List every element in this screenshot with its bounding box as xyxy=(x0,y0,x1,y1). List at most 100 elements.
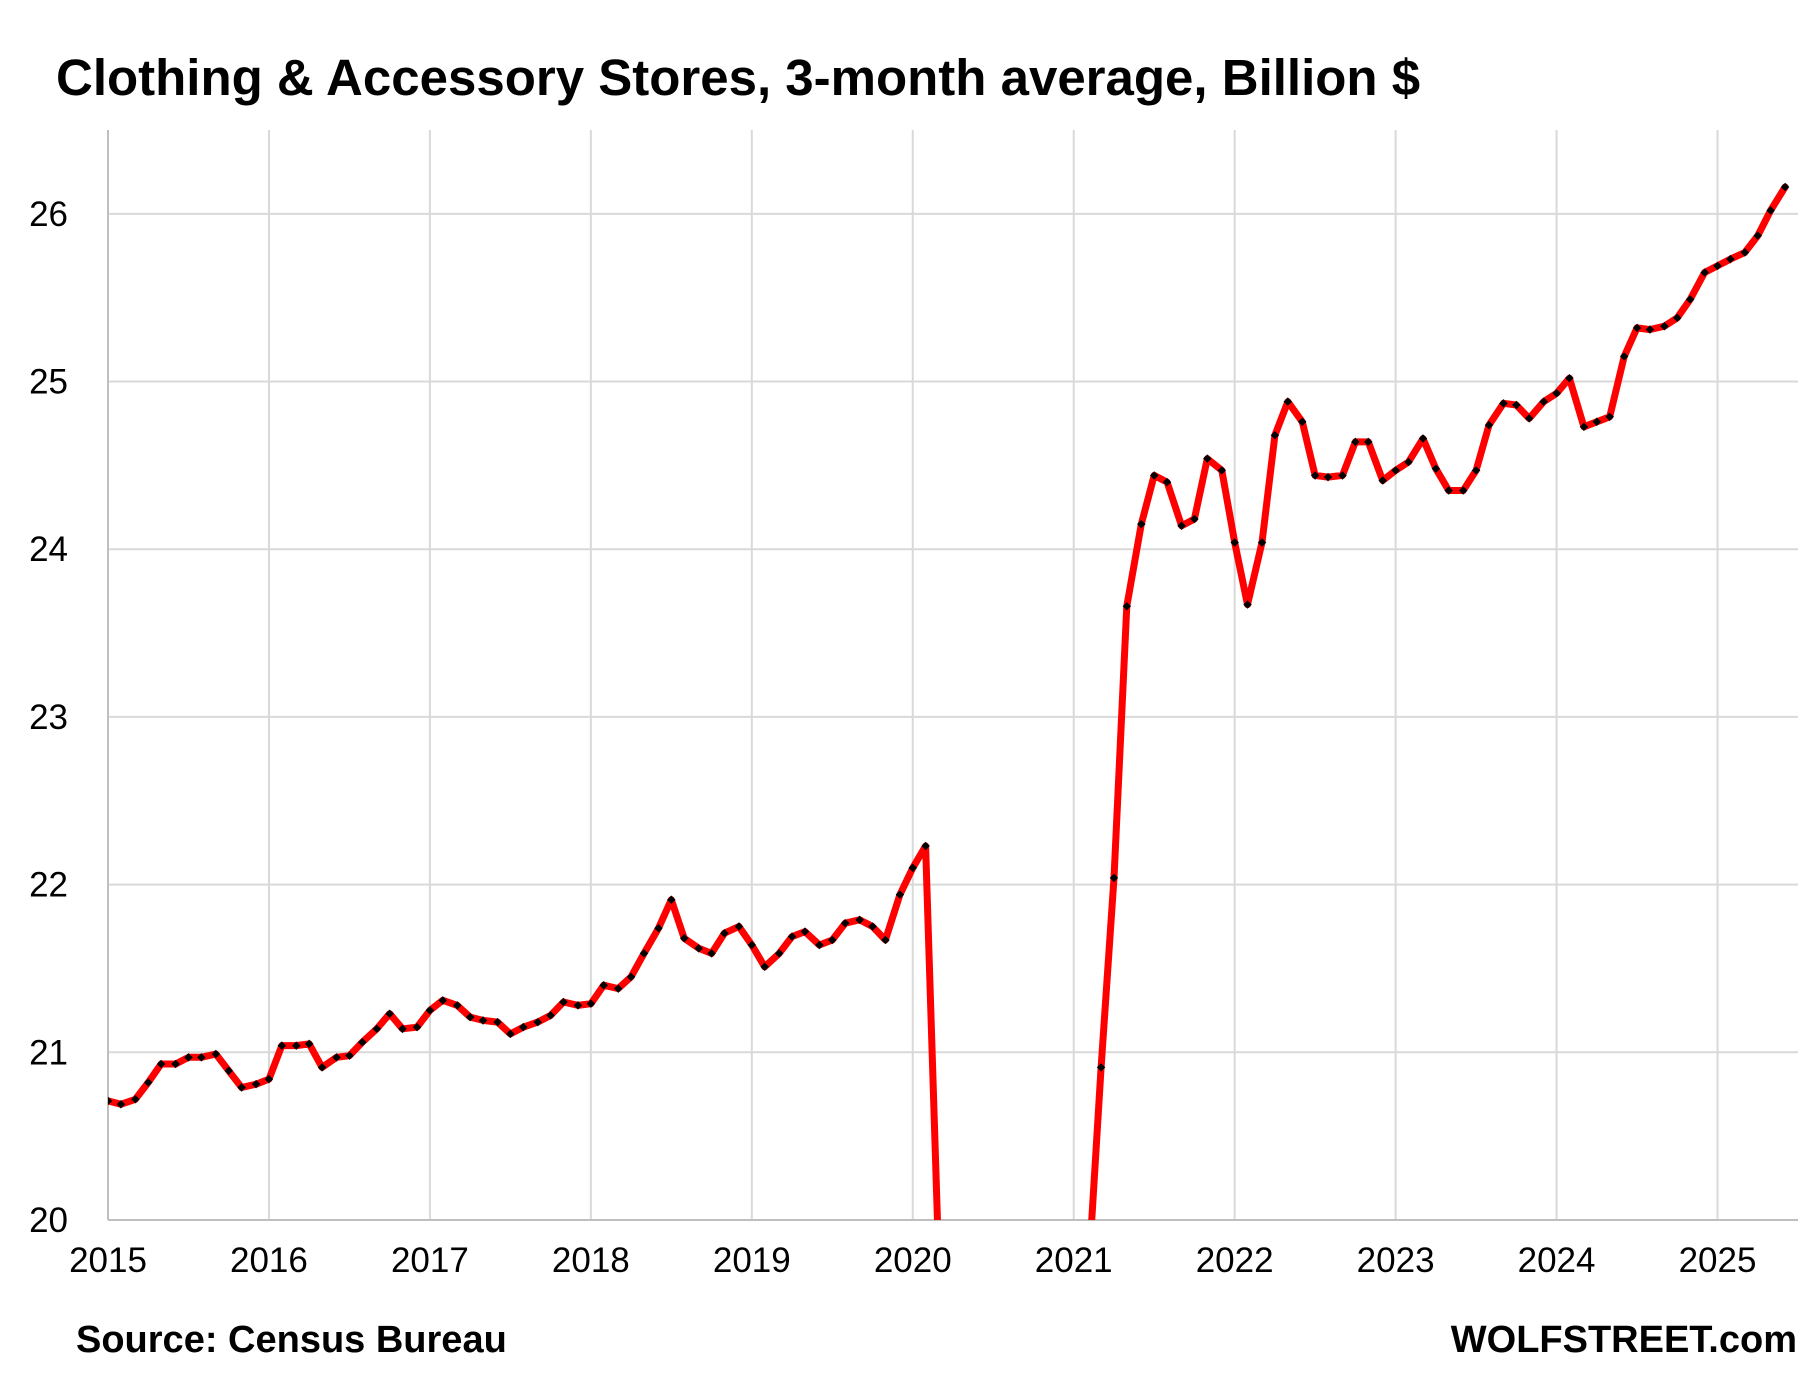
data-point-54 xyxy=(828,935,837,945)
data-point-59 xyxy=(895,890,905,899)
data-point-92 xyxy=(1471,466,1481,475)
data-point-25 xyxy=(438,996,448,1005)
data-point-86 xyxy=(1391,466,1400,475)
brand-watermark: WOLFSTREET.com xyxy=(1450,1319,1797,1361)
data-point-103 xyxy=(1619,352,1629,361)
data-point-84 xyxy=(1364,437,1373,447)
data-point-50 xyxy=(774,949,784,958)
data-point-80 xyxy=(1310,471,1320,480)
data-point-30 xyxy=(506,1029,515,1039)
series-layer xyxy=(108,182,1790,1220)
data-point-41 xyxy=(654,923,663,933)
data-point-12 xyxy=(264,1074,274,1084)
data-point-21 xyxy=(385,1009,394,1018)
axes xyxy=(107,130,1798,1221)
data-point-60 xyxy=(908,863,918,873)
data-point-83 xyxy=(1351,437,1360,447)
data-point-38 xyxy=(613,984,623,993)
data-point-55 xyxy=(840,918,850,928)
data-point-78 xyxy=(1283,397,1293,406)
y-tick-label-24: 24 xyxy=(29,530,68,569)
data-point-32 xyxy=(533,1017,542,1027)
data-point-102 xyxy=(1605,412,1614,421)
data-point-85 xyxy=(1378,476,1387,485)
data-point-40 xyxy=(639,949,649,958)
data-point-75 xyxy=(1243,600,1252,609)
data-point-17 xyxy=(332,1053,341,1062)
data-point-31 xyxy=(519,1022,528,1032)
data-point-36 xyxy=(586,999,596,1008)
x-tick-label-2017: 2017 xyxy=(391,1241,469,1280)
data-point-93 xyxy=(1484,420,1494,430)
data-point-48 xyxy=(747,940,757,950)
data-point-89 xyxy=(1431,464,1441,473)
data-point-94 xyxy=(1499,399,1508,408)
data-point-56 xyxy=(855,915,864,925)
data-point-46 xyxy=(720,929,729,938)
data-point-33 xyxy=(546,1011,555,1020)
data-point-53 xyxy=(815,940,824,950)
data-point-29 xyxy=(493,1017,502,1027)
data-point-73 xyxy=(1217,466,1227,475)
data-point-66 xyxy=(1122,602,1132,611)
x-tick-label-2024: 2024 xyxy=(1518,1241,1596,1280)
data-point-47 xyxy=(734,922,744,931)
data-point-88 xyxy=(1418,434,1428,443)
data-point-79 xyxy=(1298,417,1307,427)
y-tick-label-26: 26 xyxy=(29,195,68,234)
data-point-104 xyxy=(1632,323,1642,333)
data-point-101 xyxy=(1592,417,1602,427)
data-point-26 xyxy=(453,1001,462,1010)
series-line-0 xyxy=(108,183,1789,1220)
tick-labels: 2015 2016 2017 2018 2019 2020 2021 2022 2023 2024… xyxy=(29,195,1756,1280)
chart-title: Clothing & Accessory Stores, 3-month ave… xyxy=(56,49,1421,106)
data-point-68 xyxy=(1149,471,1159,480)
data-point-110 xyxy=(1713,261,1722,271)
data-point-44 xyxy=(694,944,703,953)
data-point-95 xyxy=(1512,400,1521,410)
data-point-16 xyxy=(317,1063,327,1072)
data-point-72 xyxy=(1203,454,1212,463)
data-point-74 xyxy=(1230,538,1239,547)
data-point-34 xyxy=(559,997,568,1007)
data-point-111 xyxy=(1726,254,1735,264)
data-point-100 xyxy=(1579,422,1589,432)
data-point-76 xyxy=(1257,538,1267,547)
x-tick-label-2025: 2025 xyxy=(1679,1241,1757,1280)
x-tick-label-2023: 2023 xyxy=(1357,1241,1435,1280)
data-point-108 xyxy=(1685,295,1695,304)
data-point-65 xyxy=(1109,873,1119,883)
data-point-64 xyxy=(1096,1063,1106,1072)
data-point-22 xyxy=(398,1024,407,1034)
x-tick-label-2019: 2019 xyxy=(713,1241,791,1280)
data-point-98 xyxy=(1552,389,1561,398)
data-point-87 xyxy=(1404,457,1413,467)
data-point-69 xyxy=(1162,477,1172,487)
data-point-61 xyxy=(921,841,930,851)
data-point-27 xyxy=(465,1012,475,1022)
data-point-105 xyxy=(1645,325,1655,334)
data-point-51 xyxy=(787,932,797,941)
y-tick-label-21: 21 xyxy=(29,1033,68,1072)
data-point-91 xyxy=(1458,486,1468,495)
data-point-67 xyxy=(1137,519,1146,529)
y-tick-label-23: 23 xyxy=(29,698,68,737)
x-tick-label-2020: 2020 xyxy=(874,1241,952,1280)
data-point-49 xyxy=(760,962,769,972)
data-point-13 xyxy=(277,1041,287,1050)
data-point-71 xyxy=(1190,514,1199,524)
data-point-77 xyxy=(1270,430,1280,440)
data-point-96 xyxy=(1524,414,1534,423)
data-point-81 xyxy=(1323,472,1333,482)
data-point-90 xyxy=(1444,486,1453,495)
x-tick-label-2022: 2022 xyxy=(1196,1241,1274,1280)
data-point-28 xyxy=(478,1016,488,1025)
data-point-15 xyxy=(304,1039,314,1049)
data-point-43 xyxy=(679,934,689,943)
data-point-35 xyxy=(573,1001,583,1010)
y-tick-label-20: 20 xyxy=(29,1201,68,1240)
data-point-37 xyxy=(599,980,608,990)
data-point-70 xyxy=(1177,521,1186,530)
data-point-42 xyxy=(667,895,676,904)
